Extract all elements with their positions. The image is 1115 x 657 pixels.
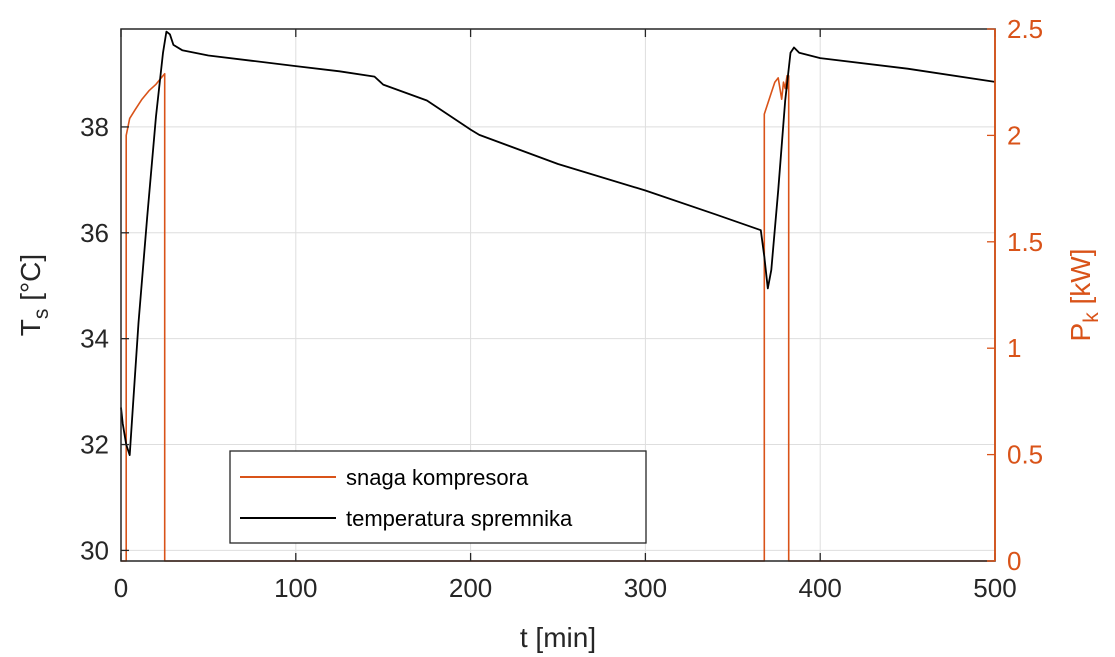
y-right-tick-label: 2 (1007, 120, 1021, 150)
legend-label-power: snaga kompresora (346, 465, 529, 490)
y-left-tick-label: 36 (80, 218, 109, 248)
y-right-tick-label: 1.5 (1007, 227, 1043, 257)
y-right-tick-label: 0.5 (1007, 440, 1043, 470)
x-tick-label: 400 (799, 573, 842, 603)
x-tick-label: 100 (274, 573, 317, 603)
x-tick-label: 500 (973, 573, 1016, 603)
y-right-label-unit: [kW] (1065, 249, 1096, 313)
x-tick-label: 0 (114, 573, 128, 603)
y-left-label-unit: [°C] (15, 254, 46, 309)
y-axis-right-label: Pk [kW] (1065, 249, 1103, 342)
y-axis-left-label: Ts [°C] (15, 254, 53, 336)
y-left-tick-label: 34 (80, 324, 109, 354)
y-right-label-sub: k (1080, 312, 1103, 323)
x-tick-label: 200 (449, 573, 492, 603)
y-right-label-main: P (1065, 323, 1096, 342)
y-right-tick-label: 2.5 (1007, 14, 1043, 44)
y-right-tick-label: 0 (1007, 546, 1021, 576)
y-left-tick-label: 30 (80, 535, 109, 565)
y-left-tick-label: 38 (80, 112, 109, 142)
axis-ticks: 0 100 200 300 400 500 30 32 34 36 38 0 0.5 1 1.5 2 2.5 (80, 14, 1043, 603)
legend: snaga kompresora temperatura spremnika (229, 450, 647, 544)
grid-lines (121, 29, 995, 561)
y-right-tick-label: 1 (1007, 333, 1021, 363)
y-left-tick-label: 32 (80, 430, 109, 460)
y-left-label-sub: s (30, 309, 53, 320)
legend-box (229, 450, 647, 544)
x-tick-label: 300 (624, 573, 667, 603)
legend-label-temperature: temperatura spremnika (346, 506, 573, 531)
y-left-label-main: T (15, 319, 46, 336)
series-layer (120, 30, 996, 562)
temperature-series-line (120, 30, 996, 457)
x-axis-label: t [min] (520, 622, 596, 653)
